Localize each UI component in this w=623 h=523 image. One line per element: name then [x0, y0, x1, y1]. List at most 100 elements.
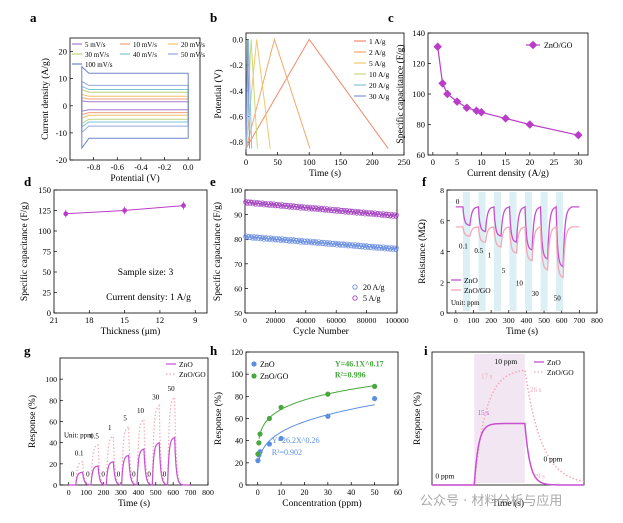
y-tick-label: 125	[38, 206, 51, 216]
y-tick-label: 2	[440, 278, 444, 287]
x-tick-label: 15	[120, 315, 129, 325]
data-point	[395, 212, 399, 217]
data-point	[325, 413, 331, 419]
exposure-band	[525, 192, 533, 311]
x-axis-label: Time (s)	[118, 498, 150, 509]
x-tick-label: 300	[503, 316, 515, 325]
panel-e: e 0 20000 40000 60000 80000 100000 50 60 70 80 90 10…	[210, 174, 409, 337]
y-tick-label: 0	[47, 308, 51, 318]
x-tick-label: 12	[156, 315, 165, 325]
concentration-label: 50	[554, 295, 562, 303]
time-annotation: 29 s	[533, 472, 545, 480]
concentration-label: 1	[108, 424, 112, 432]
data-point	[525, 120, 535, 129]
legend-marker	[528, 40, 538, 50]
x-tick-label: 18	[85, 315, 94, 325]
concentration-label: 30	[152, 393, 160, 401]
panel-label-d: d	[24, 174, 32, 189]
cv-curve	[81, 96, 189, 116]
y-tick-label: 100	[230, 186, 242, 195]
panel-h: h 0 10 20 30 40 50 60 0 20 40 60 80 100 120 Concentrati…	[210, 343, 402, 509]
fit-r2: R²=0.902	[272, 448, 302, 457]
cv-curve	[81, 65, 189, 150]
legend-label: 10 mV/s	[133, 41, 157, 49]
y-tick-label: 120	[412, 59, 425, 69]
data-point	[395, 246, 399, 250]
concentration-label: 0.1	[75, 449, 84, 457]
x-tick-label: 10	[477, 157, 486, 167]
x-tick-label: 250	[398, 157, 411, 167]
legend-label: ZnO/GO	[260, 372, 289, 381]
exposure-band	[493, 192, 501, 311]
x-axis-label: Time (s)	[506, 326, 538, 337]
y-tick-label: 0.0	[232, 34, 243, 44]
y-tick-label: 90	[234, 211, 242, 220]
y-tick-label: -0.6	[230, 111, 243, 121]
y-tick-label: 75	[43, 247, 52, 257]
cv-curve	[81, 100, 189, 112]
x-tick-label: 40000	[296, 316, 316, 325]
resistance-curve	[455, 225, 580, 279]
x-tick-label: -0.8	[87, 162, 100, 172]
y-tick-label: 20	[235, 459, 243, 468]
time-annotation: 17 s	[481, 373, 493, 381]
data-point	[266, 415, 272, 422]
exposure-band	[556, 192, 564, 311]
x-tick-label: 500	[150, 488, 162, 497]
data-point	[63, 211, 69, 217]
legend-label: 20 A/g	[363, 283, 385, 292]
x-tick-label: 200	[366, 157, 379, 167]
data-point	[181, 203, 186, 208]
concentration-label: 10	[137, 407, 145, 415]
annotation: Current density: 1 A/g	[106, 293, 191, 303]
legend-label: 5 mV/s	[85, 41, 106, 49]
y-axis-label: Response (%)	[412, 392, 423, 445]
exposure-band	[540, 192, 548, 311]
plot-frame	[431, 351, 585, 486]
legend-marker	[251, 361, 257, 367]
x-tick-label: 100	[468, 316, 480, 325]
y-tick-label: -0.4	[230, 86, 244, 96]
legend-label: ZnO/GO	[179, 370, 206, 379]
panel-a: a -0.8 -0.6 -0.4 -0.2 0.0 -20 -10 0 10 20 Potential…	[30, 10, 205, 184]
panel-label-c: c	[388, 10, 394, 25]
x-tick-label: 100	[303, 157, 316, 167]
time-annotation: 15 s	[478, 409, 490, 417]
plot-frame	[427, 32, 589, 156]
concentration-label: 0.5	[90, 432, 99, 440]
legend-label: 1 A/g	[369, 37, 386, 46]
annotation: 10 ppm	[494, 357, 517, 366]
y-tick-label: 120	[231, 348, 243, 357]
legend-label: ZnO/GO	[464, 286, 491, 295]
panel-label-a: a	[30, 10, 37, 25]
x-tick-label: 0	[67, 488, 71, 497]
x-tick-label: 800	[202, 488, 214, 497]
panel-label-e: e	[210, 174, 216, 189]
data-point	[443, 89, 452, 99]
x-tick-label: 80000	[357, 316, 377, 325]
y-tick-label: 150	[38, 185, 51, 195]
unit-label: Unit: ppm	[64, 431, 93, 439]
y-tick-label: 70	[234, 260, 242, 269]
response-curve	[432, 422, 584, 486]
legend-label: 5 A/g	[369, 59, 386, 68]
data-point	[462, 103, 472, 112]
data-point	[255, 458, 261, 464]
zero-label: 0	[86, 471, 90, 479]
y-axis-label: Response (%)	[213, 392, 224, 445]
x-axis-label: Concentration (ppm)	[282, 498, 361, 509]
x-axis-label: Potential (V)	[110, 173, 159, 184]
concentration-label: 1	[488, 252, 492, 260]
x-tick-label: 50	[273, 157, 282, 167]
exposure-band	[462, 192, 470, 311]
legend-label: ZnO/GO	[547, 368, 574, 377]
exposure-band	[478, 192, 486, 311]
x-tick-label: 20000	[266, 316, 286, 325]
y-tick-label: 0	[63, 101, 67, 111]
y-axis-label: Specific capacitance (F/g)	[212, 202, 223, 301]
fit-equation: Y=46.1X^0.17	[335, 359, 384, 368]
x-tick-label: 50	[371, 488, 379, 497]
data-point	[477, 108, 486, 117]
legend-label: 30 A/g	[369, 92, 389, 101]
panel-label-b: b	[210, 10, 217, 25]
